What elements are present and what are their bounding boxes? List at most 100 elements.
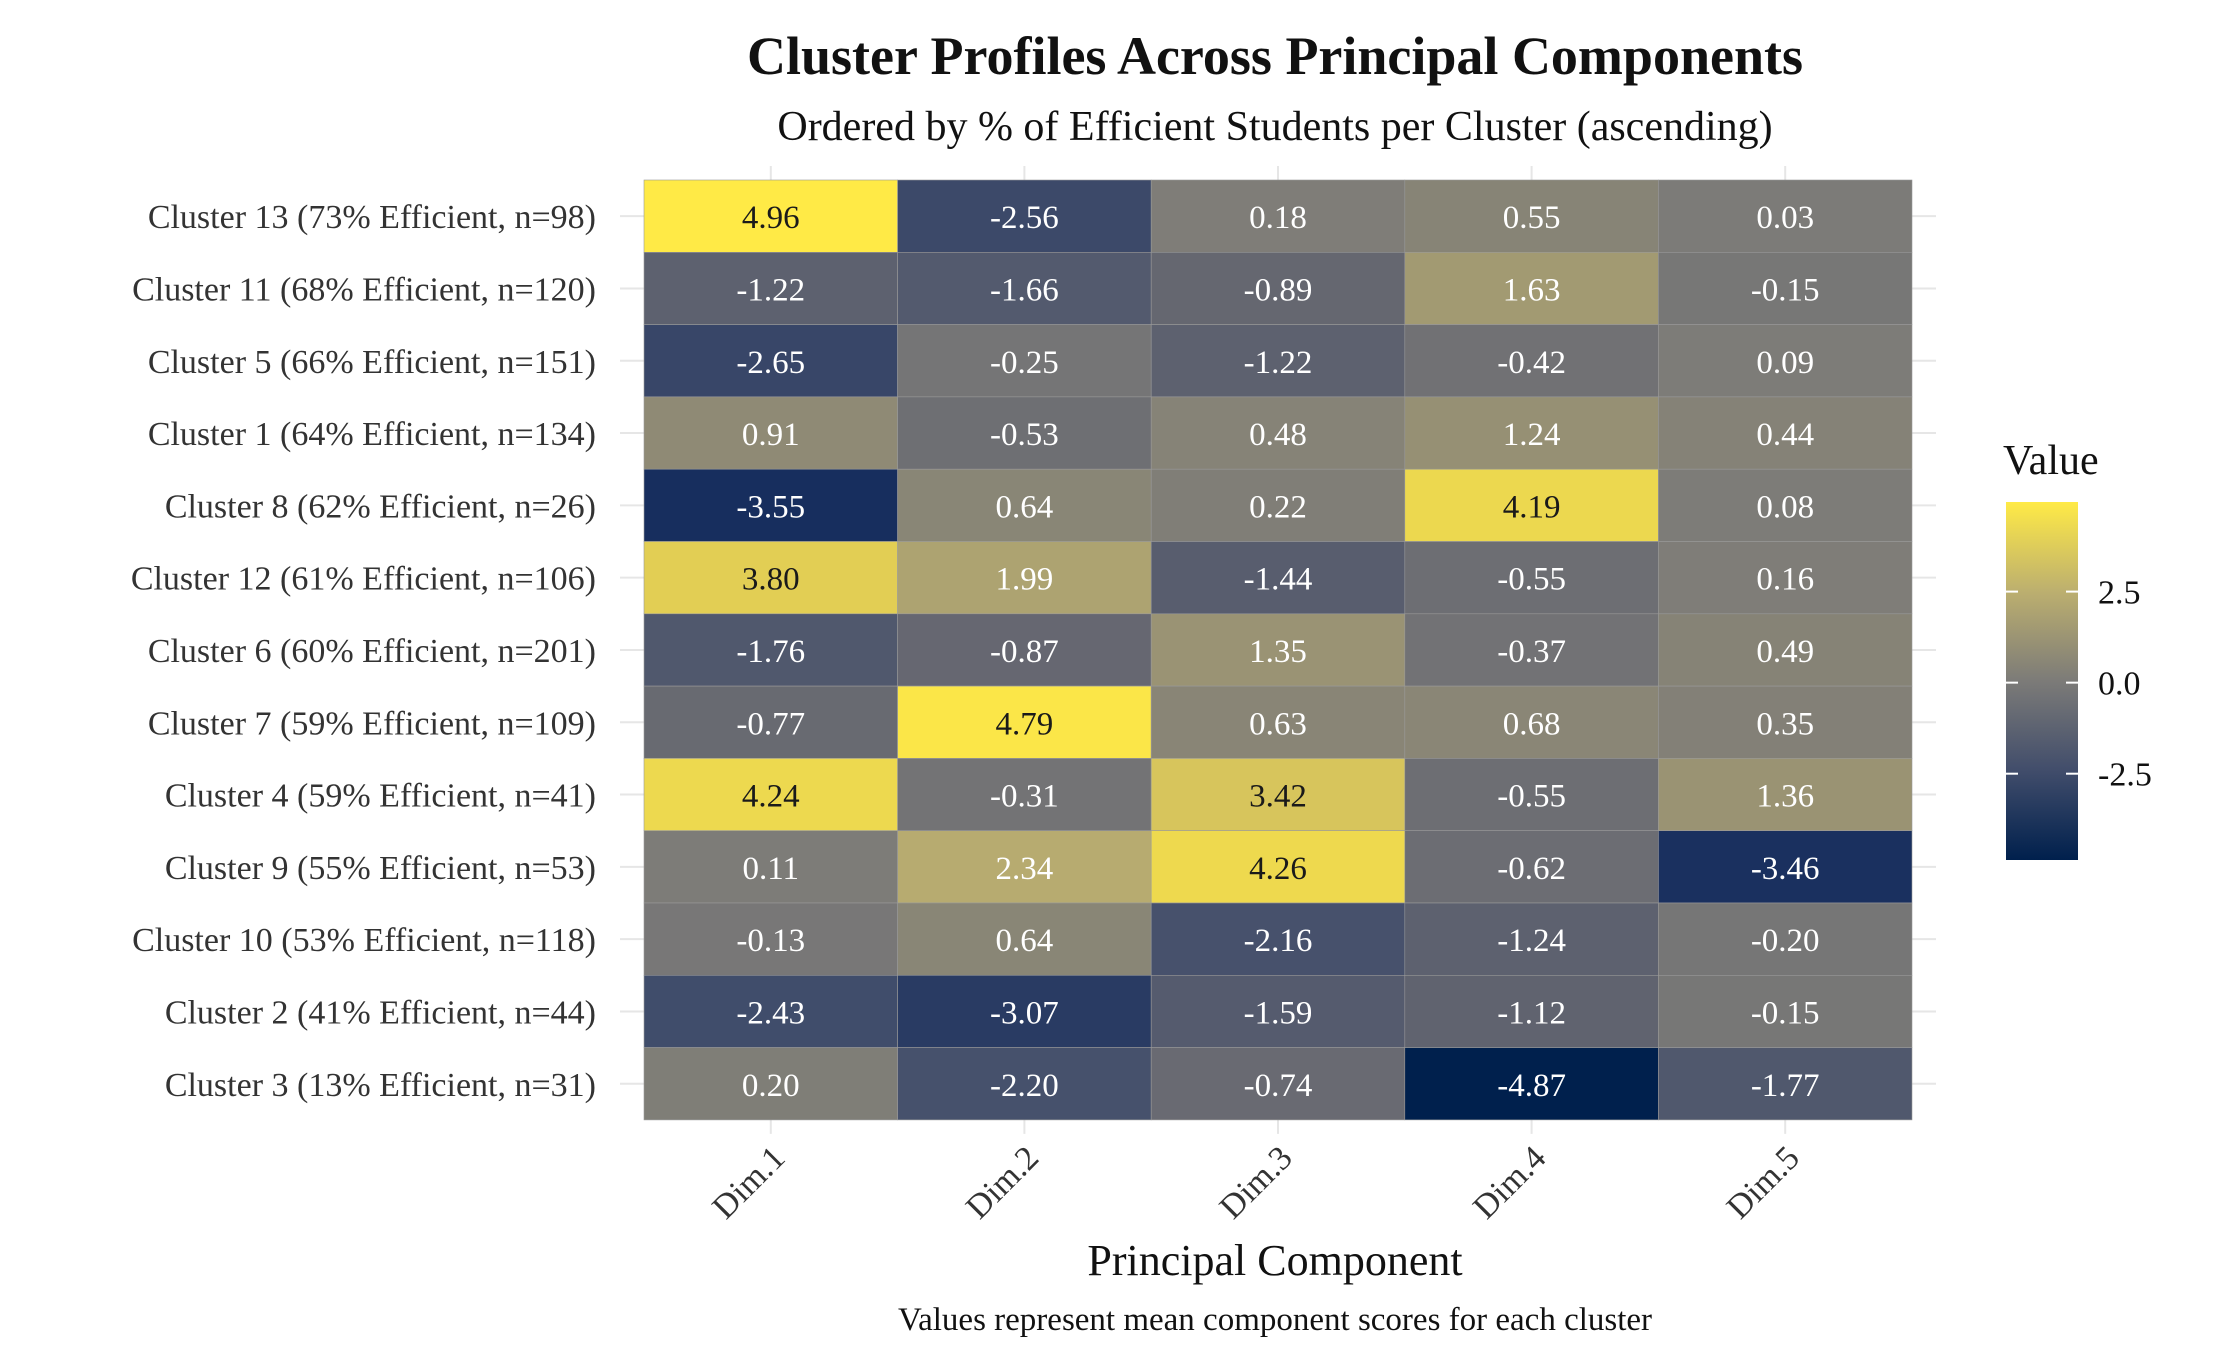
heatmap-cell <box>643 324 898 398</box>
heatmap-cell <box>897 974 1152 1048</box>
chart-caption: Values represent mean component scores f… <box>898 1302 1652 1338</box>
cell-value-label: 0.64 <box>996 489 1054 525</box>
cell-value-label: -0.15 <box>1751 272 1820 308</box>
heatmap-cell <box>1150 613 1406 687</box>
cell-value-label: -3.46 <box>1751 851 1820 887</box>
cell-value-label: 0.35 <box>1756 706 1814 742</box>
cell-value-label: -2.16 <box>1244 923 1313 959</box>
legend-tick-label: 2.5 <box>2098 575 2141 612</box>
cell-value-label: -0.31 <box>990 779 1059 815</box>
cell-value-label: -0.87 <box>990 634 1059 670</box>
heatmap-cell <box>1404 1047 1659 1121</box>
cell-value-label: 0.09 <box>1756 345 1814 381</box>
legend-tick-label: 0.0 <box>2098 666 2141 703</box>
heatmap-cell <box>643 758 898 832</box>
cell-value-label: 0.48 <box>1249 417 1307 453</box>
cell-value-label: 3.80 <box>742 562 800 598</box>
y-tick-label: Cluster 10 (53% Efficient, n=118) <box>132 922 596 959</box>
heatmap-cell <box>1404 468 1659 542</box>
cell-value-label: -1.24 <box>1497 923 1566 959</box>
heatmap-cell <box>897 468 1152 542</box>
cell-value-label: -0.77 <box>736 706 805 742</box>
y-tick-label: Cluster 9 (55% Efficient, n=53) <box>165 850 596 887</box>
cell-value-label: -0.20 <box>1751 923 1820 959</box>
heatmap-cell <box>1404 685 1659 759</box>
heatmap-cell <box>643 685 898 759</box>
legend-title: Value <box>2003 438 2099 484</box>
cell-value-label: -0.13 <box>736 923 805 959</box>
y-tick-label: Cluster 12 (61% Efficient, n=106) <box>131 561 596 598</box>
cell-value-label: 1.99 <box>996 562 1054 598</box>
heatmap-cell <box>1404 252 1659 325</box>
heatmap-cell <box>1404 324 1659 398</box>
heatmap-cell <box>643 613 898 687</box>
heatmap-cell <box>1658 252 1913 325</box>
legend-ticks: 2.5 0.0 -2.5 <box>2006 575 2152 794</box>
cell-value-label: 1.35 <box>1249 634 1307 670</box>
cell-value-label: 0.08 <box>1756 489 1814 525</box>
heatmap-cell <box>1150 974 1406 1048</box>
y-tick-label: Cluster 2 (41% Efficient, n=44) <box>165 994 596 1031</box>
y-tick-label: Cluster 11 (68% Efficient, n=120) <box>132 271 596 308</box>
cell-value-label: -0.42 <box>1497 345 1566 381</box>
heatmap-cell <box>1150 396 1406 470</box>
cell-value-label: -2.43 <box>736 995 805 1031</box>
heatmap-cell <box>1658 541 1913 615</box>
heatmap-cell <box>1658 179 1913 253</box>
cell-value-label: 0.63 <box>1249 706 1307 742</box>
cell-value-label: -0.15 <box>1751 995 1820 1031</box>
cell-value-label: 1.24 <box>1503 417 1561 453</box>
heatmap-cell <box>1658 613 1913 687</box>
heatmap-cell <box>1404 613 1659 687</box>
cell-value-label: -2.56 <box>990 200 1059 236</box>
cell-value-label: 0.49 <box>1756 634 1814 670</box>
heatmap-cell <box>1658 830 1913 904</box>
cell-value-label: -0.55 <box>1497 562 1566 598</box>
cell-value-label: 0.44 <box>1756 417 1814 453</box>
cell-value-label: -0.25 <box>990 345 1059 381</box>
y-tick-label: Cluster 4 (59% Efficient, n=41) <box>165 778 596 815</box>
heatmap-cell <box>897 902 1152 976</box>
cell-value-label: -2.20 <box>990 1068 1059 1104</box>
y-tick-label: Cluster 8 (62% Efficient, n=26) <box>165 488 596 525</box>
cell-value-label: -1.22 <box>736 272 805 308</box>
cell-value-label: -1.12 <box>1497 995 1566 1031</box>
cell-value-label: 4.96 <box>742 200 800 236</box>
heatmap-cell <box>1404 830 1659 904</box>
heatmap-cell <box>1404 179 1659 253</box>
cell-value-label: 2.34 <box>996 851 1054 887</box>
cell-value-label: -1.76 <box>736 634 805 670</box>
cell-value-label: 0.91 <box>742 417 800 453</box>
legend-color-bar <box>2006 502 2078 860</box>
heatmap-cell <box>1150 468 1406 542</box>
chart-title: Cluster Profiles Across Principal Compon… <box>747 26 1803 86</box>
heatmap-cell <box>1150 179 1406 253</box>
heatmap-cell <box>897 324 1152 398</box>
cell-value-label: -0.55 <box>1497 779 1566 815</box>
heatmap-cell <box>1404 541 1659 615</box>
heatmap-cell <box>897 1047 1152 1121</box>
cell-value-label: 3.42 <box>1249 779 1307 815</box>
cell-value-label: -0.74 <box>1244 1068 1313 1104</box>
heatmap-cell <box>1150 758 1406 832</box>
heatmap-cell <box>643 1047 898 1121</box>
cell-value-label: 0.64 <box>996 923 1054 959</box>
cell-value-label: -3.55 <box>736 489 805 525</box>
y-tick-label: Cluster 3 (13% Efficient, n=31) <box>165 1067 596 1104</box>
cell-value-label: -1.77 <box>1751 1068 1820 1104</box>
chart-subtitle: Ordered by % of Efficient Students per C… <box>777 104 1772 150</box>
heatmap-cell <box>643 830 898 904</box>
cell-value-label: 0.16 <box>1756 562 1814 598</box>
cell-value-label: 0.22 <box>1249 489 1307 525</box>
cell-value-label: 4.79 <box>996 706 1054 742</box>
heatmap-cell <box>1150 252 1406 325</box>
cell-value-label: 0.11 <box>743 851 800 887</box>
cell-value-label: -2.65 <box>736 345 805 381</box>
heatmap-cell <box>1150 324 1406 398</box>
cell-value-label: 4.19 <box>1503 489 1561 525</box>
cell-value-label: -1.59 <box>1244 995 1313 1031</box>
heatmap-cell <box>1150 830 1406 904</box>
y-tick-label: Cluster 7 (59% Efficient, n=109) <box>148 705 596 742</box>
heatmap-cell <box>897 396 1152 470</box>
heatmap-cell <box>1658 324 1913 398</box>
